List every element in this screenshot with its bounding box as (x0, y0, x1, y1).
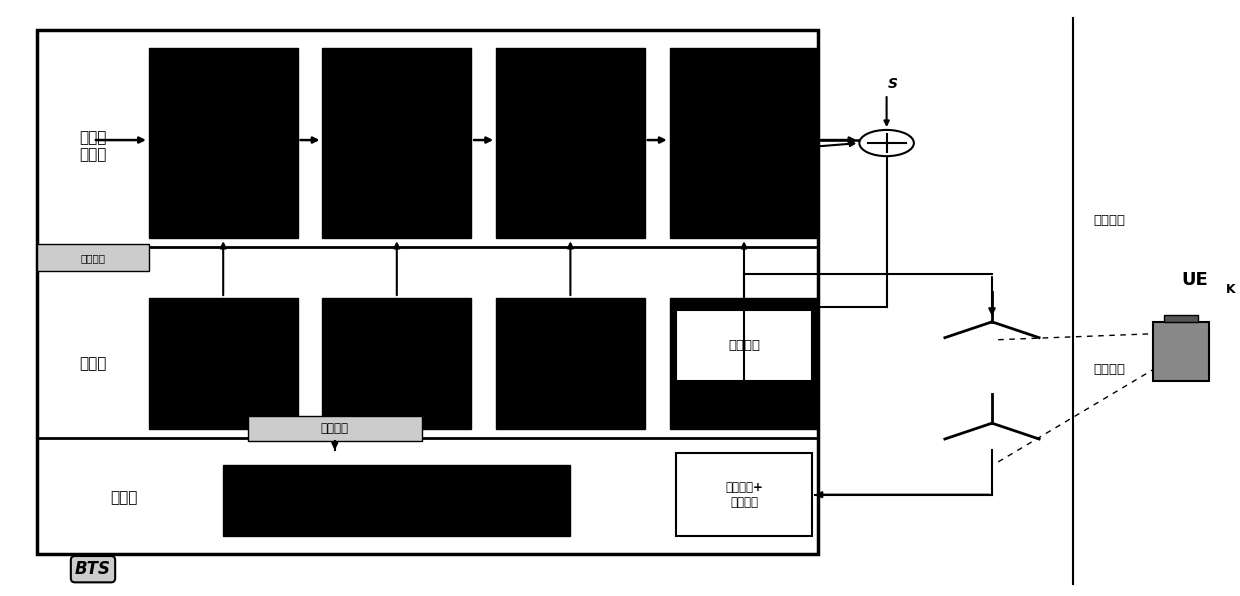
Bar (670, 298, 818, 429)
Bar (322, 48, 471, 238)
Text: 基带处
理模块: 基带处 理模块 (79, 130, 107, 162)
Bar (149, 298, 298, 429)
Bar (496, 48, 645, 238)
Text: 射频处理+
基带处理: 射频处理+ 基带处理 (725, 481, 763, 508)
Bar (676, 310, 812, 381)
Text: BTS: BTS (74, 560, 112, 578)
Text: 射频处理: 射频处理 (728, 339, 760, 352)
Bar (676, 453, 812, 536)
Text: S: S (761, 154, 771, 168)
Text: 存储器: 存储器 (79, 356, 107, 371)
Text: 上行链路: 上行链路 (1094, 363, 1126, 376)
Text: UE: UE (1180, 271, 1208, 289)
Bar (1164, 315, 1198, 322)
Text: K: K (1225, 283, 1235, 296)
Bar (248, 416, 422, 441)
Text: 下行链路: 下行链路 (1094, 214, 1126, 227)
Bar (149, 48, 298, 238)
Bar (322, 298, 471, 429)
Bar (1153, 322, 1209, 381)
Bar (223, 465, 570, 536)
Bar (496, 298, 645, 429)
Text: 存储器: 存储器 (110, 490, 138, 505)
Bar (670, 48, 818, 238)
Text: 系统参数: 系统参数 (81, 253, 105, 263)
Bar (37, 244, 149, 271)
Text: S: S (888, 77, 898, 91)
Text: 计算分析: 计算分析 (321, 422, 348, 435)
Bar (37, 30, 818, 554)
Circle shape (859, 130, 914, 156)
